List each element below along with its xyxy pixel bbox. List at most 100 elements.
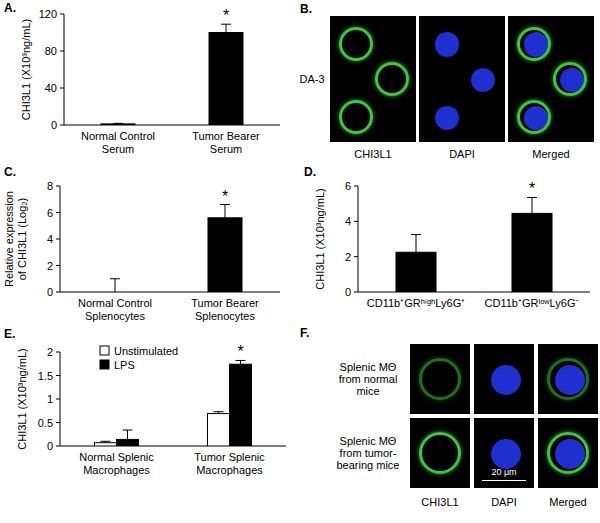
marks xyxy=(101,24,243,125)
bar xyxy=(95,443,117,446)
y-axis-label: CHI3L1 (X10³ng/mL) xyxy=(314,188,326,290)
text-line: CHI3L1 (X10³ng/mL) xyxy=(314,188,326,290)
bar-chart-panel: A.04080120CHI3L1 (X10³ng/mL)Normal Contr… xyxy=(4,1,280,155)
x-tick-label: Tumor SplenicMacrophages xyxy=(194,451,265,476)
nucleus xyxy=(560,68,584,92)
x-axis xyxy=(358,292,590,293)
scale-bar xyxy=(482,480,526,481)
error-bar xyxy=(411,235,421,253)
panel-label: E. xyxy=(4,327,15,341)
y-tick-label: 80 xyxy=(45,45,57,57)
cell-stain xyxy=(553,62,587,96)
y-tick-label: 0 xyxy=(47,286,53,298)
y-tick-label: 2 xyxy=(47,346,53,358)
error-cap xyxy=(110,278,120,279)
y-tick-label: 8 xyxy=(47,180,53,192)
y-tick xyxy=(56,446,60,447)
nucleus xyxy=(524,32,548,56)
y-tick-label: 0 xyxy=(51,119,57,131)
micrograph-image xyxy=(538,344,598,414)
y-tick-label: 6 xyxy=(47,207,53,219)
text-line: CHI3L1 (X10³ng/mL) xyxy=(20,19,32,121)
legend-label: Unstimulated xyxy=(114,345,178,357)
bar xyxy=(208,414,230,446)
y-tick-label: 2 xyxy=(345,251,351,263)
row-label: DA-3 xyxy=(296,63,328,95)
y-tick xyxy=(56,422,60,423)
legend-swatch xyxy=(100,360,109,369)
nucleus xyxy=(435,32,459,56)
text-line: CD11b⁺GRˡᵒʷLy6G⁻ xyxy=(485,297,580,309)
x-tick-label: Normal ControlSplenocytes xyxy=(78,297,152,322)
y-tick-label: 40 xyxy=(45,82,57,94)
error-bar xyxy=(110,279,120,292)
text-line: Splenocytes xyxy=(195,310,255,322)
error-bar xyxy=(101,441,111,442)
y-tick-label: 4 xyxy=(345,215,351,227)
row-label: Splenic MΘ from normal mice xyxy=(330,363,406,395)
y-tick xyxy=(56,239,60,240)
text-line: of CHI3L1 (Log₂) xyxy=(16,198,28,281)
y-tick xyxy=(60,14,64,15)
column-label: Merged xyxy=(538,496,598,508)
cell-stain xyxy=(517,27,551,61)
figure: A.04080120CHI3L1 (X10³ng/mL)Normal Contr… xyxy=(0,0,600,523)
x-tick-label: Tumor BearerSerum xyxy=(192,130,260,155)
micrograph-image xyxy=(538,418,598,488)
cell-stain xyxy=(547,432,589,474)
y-axis xyxy=(358,186,359,292)
error-bar xyxy=(113,123,123,125)
y-axis-label: Relative expressionof CHI3L1 (Log₂) xyxy=(3,191,28,287)
y-tick-label: 0 xyxy=(345,286,351,298)
marks xyxy=(110,205,242,292)
x-axis xyxy=(64,125,280,126)
panel-label: B. xyxy=(300,2,312,16)
legend-swatch xyxy=(100,346,109,355)
cell-stain xyxy=(517,100,551,134)
error-stem xyxy=(532,197,533,213)
marks xyxy=(95,360,252,446)
annotation: * xyxy=(223,7,229,24)
micrograph-image xyxy=(474,418,534,488)
error-cap xyxy=(113,123,123,124)
x-tick-label: CD11b⁺GRʰⁱᵍʰLy6G⁺ xyxy=(367,297,465,309)
x-tick-label: Normal SplenicMacrophages xyxy=(79,451,154,476)
text-line: Serum xyxy=(210,143,242,155)
nucleus xyxy=(435,106,459,130)
micrograph-image xyxy=(410,418,470,488)
error-bar xyxy=(220,205,230,218)
cell-stain xyxy=(419,358,461,400)
error-stem xyxy=(127,430,128,439)
x-axis xyxy=(60,292,280,293)
text-line: Normal Splenic xyxy=(79,451,154,463)
text-line: Splenocytes xyxy=(85,310,145,322)
y-tick xyxy=(354,292,358,293)
y-tick-label: 6 xyxy=(345,180,351,192)
bar xyxy=(230,364,252,446)
y-tick xyxy=(60,51,64,52)
y-axis-label: CHI3L1 (X10³ng/mL) xyxy=(20,19,32,121)
micrograph-image xyxy=(330,16,416,142)
y-tick xyxy=(56,186,60,187)
error-cap xyxy=(101,441,111,442)
error-stem xyxy=(226,24,227,32)
error-bar xyxy=(221,24,231,32)
cell-stain xyxy=(419,432,461,474)
y-tick-label: 0.5 xyxy=(38,417,53,429)
error-cap xyxy=(411,234,421,235)
error-stem xyxy=(240,360,241,364)
legend-label: LPS xyxy=(114,359,135,371)
micrograph-image xyxy=(474,344,534,414)
cell-stain xyxy=(339,100,373,134)
y-tick-label: 2 xyxy=(47,260,53,272)
text-line: Macrophages xyxy=(196,464,263,476)
panel-label: D. xyxy=(304,165,316,179)
y-tick xyxy=(354,256,358,257)
marks xyxy=(396,197,552,292)
y-tick xyxy=(56,212,60,213)
nucleus xyxy=(491,365,521,395)
nucleus xyxy=(491,439,521,469)
error-cap xyxy=(123,430,133,431)
x-tick-label: Normal ControlSerum xyxy=(81,130,155,155)
nucleus xyxy=(555,439,585,469)
